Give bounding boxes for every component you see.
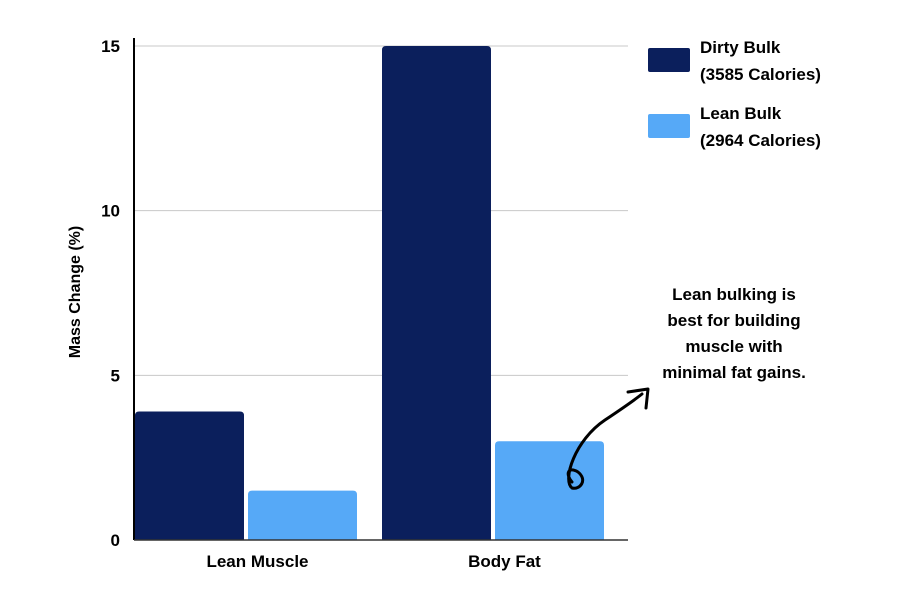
bar bbox=[135, 411, 244, 540]
x-category-label: Lean Muscle bbox=[206, 552, 308, 571]
bar bbox=[382, 46, 491, 540]
y-tick-label: 10 bbox=[101, 202, 120, 221]
legend-label: Lean Bulk (2964 Calories) bbox=[700, 104, 821, 150]
legend-swatch bbox=[648, 114, 690, 138]
annotation-arrowhead bbox=[626, 387, 650, 410]
y-tick-labels: 0 5 10 15 bbox=[101, 37, 120, 550]
gridlines bbox=[134, 45, 628, 376]
x-category-label: Body Fat bbox=[468, 552, 541, 571]
legend-label: Dirty Bulk (3585 Calories) bbox=[700, 38, 821, 84]
y-tick-label: 0 bbox=[111, 531, 120, 550]
x-category-labels: Lean Muscle Body Fat bbox=[206, 552, 541, 571]
legend-swatch bbox=[648, 48, 690, 72]
y-tick-label: 15 bbox=[101, 37, 120, 56]
axes bbox=[133, 38, 628, 541]
bar bbox=[495, 441, 604, 540]
y-axis-title: Mass Change (%) bbox=[67, 226, 84, 358]
bars bbox=[135, 46, 604, 540]
annotation: Lean bulking is best for building muscle w… bbox=[566, 285, 806, 490]
bar bbox=[248, 490, 357, 540]
annotation-arrow bbox=[566, 392, 644, 490]
y-tick-label: 5 bbox=[111, 366, 120, 385]
legend: Dirty Bulk (3585 Calories) Lean Bulk (2964 … bbox=[648, 38, 821, 150]
annotation-text: Lean bulking is best for building muscle w… bbox=[662, 285, 806, 382]
